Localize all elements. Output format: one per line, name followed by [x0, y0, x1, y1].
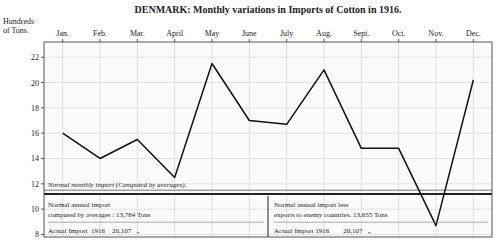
y-grid-line: [44, 107, 492, 108]
y-tick-label: 18: [31, 104, 39, 113]
data-line: [63, 64, 474, 226]
panel-rule: [274, 222, 488, 223]
x-tick-label: Mar.: [130, 29, 145, 38]
x-tick-label: July: [280, 29, 293, 38]
x-grid-line: [212, 42, 213, 237]
x-grid-line: [473, 42, 474, 237]
x-tick-label: Dec.: [466, 29, 481, 38]
y-tick-label: 20: [31, 79, 39, 88]
panel-annotation: Normal annual import: [48, 201, 110, 209]
plot-marks: [44, 64, 492, 237]
y-tick-label: 10: [31, 205, 39, 214]
panel-annotation: Actual Import 1916 20,107 „: [274, 227, 371, 235]
panel-annotation: Actual Import 1916 20,107 „: [48, 227, 140, 235]
y-grid-line: [44, 133, 492, 134]
chart: DENMARK: Monthly variations in Imports o…: [0, 0, 500, 243]
x-tick-label: April: [166, 29, 184, 38]
x-tick-label: Sept.: [353, 29, 369, 38]
x-grid-line: [249, 42, 250, 237]
plot-frame: [44, 42, 492, 237]
x-grid-line: [436, 42, 437, 237]
x-grid-line: [174, 42, 175, 237]
plot-area: [44, 42, 492, 237]
y-tick-label: 22: [31, 53, 39, 62]
y-grid-line: [44, 82, 492, 83]
x-tick-label: Oct.: [392, 29, 406, 38]
x-tick-label: Feb.: [93, 29, 107, 38]
panel-divider: [268, 196, 269, 237]
reference-label: Normal monthly import (Computed by avera…: [47, 181, 187, 189]
y-grid-line: [44, 57, 492, 58]
y-tick-label: 16: [31, 129, 39, 138]
x-tick-label: May: [205, 29, 220, 38]
x-tick-label: June: [242, 29, 257, 38]
divider-line: [44, 193, 492, 195]
x-grid-line: [398, 42, 399, 237]
panel-annotation: computed by averages : 13,784 Tons: [48, 211, 151, 219]
x-grid-line: [361, 42, 362, 237]
reference-line: [44, 190, 492, 191]
panel-rule: [48, 222, 264, 223]
y-axis-label: of Tons.: [3, 26, 29, 35]
x-tick-label: Nov.: [428, 29, 443, 38]
y-tick-label: 8: [35, 230, 39, 239]
y-tick-label: 12: [31, 180, 39, 189]
grid: [44, 42, 492, 237]
y-axis-label: Hundreds: [3, 17, 34, 26]
y-grid-line: [44, 158, 492, 159]
x-tick-label: Jan.: [56, 29, 69, 38]
panel-annotation: Normal annual import less: [274, 201, 349, 209]
panel-annotation: exports to enemy countries. 13,655 Tons: [274, 211, 388, 219]
title: DENMARK: Monthly variations in Imports o…: [135, 4, 402, 15]
y-tick-label: 14: [31, 154, 39, 163]
x-tick-label: Aug.: [316, 29, 332, 38]
